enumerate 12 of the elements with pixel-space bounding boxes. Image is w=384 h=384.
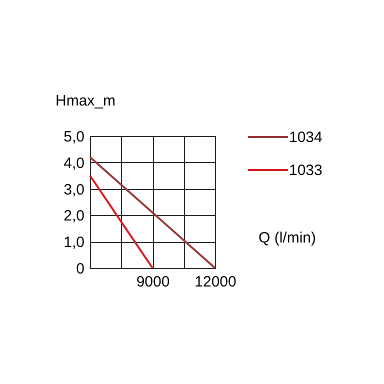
x-axis-title: Q (l/min) [258, 230, 316, 246]
y-tick-label: 5,0 [64, 128, 84, 146]
x-tick-label: 12000 [194, 274, 236, 290]
x-tick-label: 9000 [136, 274, 170, 290]
y-axis-title: Hmax_m [56, 92, 116, 110]
y-tick-label: 1,0 [64, 234, 84, 252]
y-tick-label: 4,0 [64, 154, 84, 172]
legend-label: 1033 [289, 162, 322, 179]
y-tick-label: 3,0 [64, 181, 84, 198]
y-tick-label: 2,0 [64, 208, 84, 225]
y-tick-label: 0 [76, 260, 84, 278]
legend-label: 1034 [289, 129, 322, 146]
